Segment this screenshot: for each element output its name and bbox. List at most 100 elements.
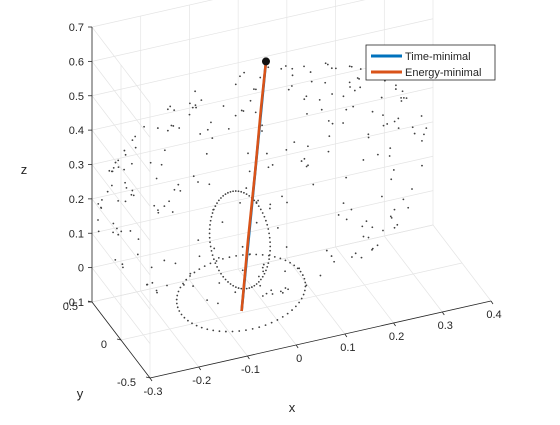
ring-point [222,195,225,197]
ring-point [224,193,227,196]
cloud-point [271,293,274,295]
cloud-point [120,230,123,233]
cloud-point [157,211,160,214]
cloud-point [285,246,288,248]
x-axis-label: x [289,400,296,415]
cloud-point [163,205,166,208]
cloud-point [239,201,241,204]
z-axis-label: z [21,162,28,177]
grid-line [91,18,434,97]
ring-point [224,330,227,333]
cloud-point [117,200,120,202]
cloud-point [227,127,230,130]
cloud-point [112,166,115,169]
ring-point [301,274,304,276]
ring-point [214,262,217,265]
cloud-point [298,267,301,270]
cloud-point [354,252,357,255]
ring-point [248,253,251,256]
ring-point [212,329,215,332]
ring-point [220,197,222,199]
ring-point [211,212,214,214]
ring-point [273,255,276,258]
cloud-point [325,249,328,252]
z-tick-label: 0.1 [69,228,84,240]
ring-point [198,268,201,271]
cloud-point [284,270,286,273]
cloud-point [392,169,395,171]
cloud-point [188,113,191,116]
ring-point [235,255,238,257]
cloud-point [156,127,159,129]
cloud-point [191,106,194,109]
cloud-point [217,256,220,259]
cloud-point [305,165,308,168]
goal-marker [261,57,270,66]
cloud-point [402,96,405,99]
ring-point [255,202,258,205]
ring-point [221,257,224,260]
cloud-point [257,275,260,278]
ring-point [175,302,178,305]
cloud-point [411,188,413,190]
ring-point [240,287,243,290]
cloud-point [130,193,133,196]
ring-point [208,232,211,235]
ring-point [185,278,188,281]
ring-point [182,282,184,285]
cloud-point [307,164,309,167]
ring-point [284,259,287,262]
ring-point [237,190,240,193]
cloud-point [234,291,237,294]
grid-line [91,26,151,104]
cloud-point [327,120,330,122]
cloud-point [382,114,384,117]
ring-point [248,287,251,289]
grid-line [91,233,151,310]
cloud-point [342,122,345,124]
ring-point [302,293,305,296]
cloud-point [265,292,268,295]
cloud-point [421,139,423,142]
ring-point [231,330,234,333]
ring-point [209,262,212,265]
cloud-point [390,216,393,219]
cloud-point [217,302,219,305]
cloud-point [112,231,114,234]
cloud-point [386,123,389,125]
cloud-point [208,183,211,186]
ring-point [229,190,232,193]
cloud-point [362,159,365,161]
cloud-point [287,88,290,91]
cloud-point [334,67,337,70]
cloud-point [306,112,308,115]
cloud-point [367,136,370,139]
grid-line [91,95,151,172]
ring-point [234,190,237,192]
cloud-point [243,71,246,74]
cloud-point [310,80,313,83]
cloud-point [131,139,134,142]
cloud-point [345,218,348,221]
ring-point [214,205,217,208]
ring-point [268,232,271,235]
ring-point [224,278,227,281]
cloud-point [270,289,273,292]
legend-box [365,44,496,81]
x-tick [295,344,299,349]
cloud-point [192,175,195,178]
cloud-point [265,152,268,155]
cloud-point [245,187,248,189]
cloud-point [267,166,270,169]
ring-point [193,271,196,274]
cloud-point [151,281,154,284]
cloud-point [129,230,132,232]
ring-point [238,330,241,332]
ring-point [211,254,214,256]
ring-point [268,236,271,239]
cloud-point [106,190,109,193]
ring-point [255,253,258,256]
cloud-point [116,227,118,230]
cloud-point [269,203,272,206]
ring-point [268,258,271,261]
